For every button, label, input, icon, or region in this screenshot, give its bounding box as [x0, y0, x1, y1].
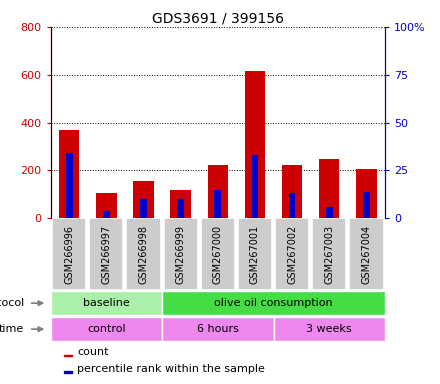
Bar [52, 218, 86, 290]
Bar [126, 218, 161, 290]
Bar [96, 192, 117, 218]
Bar [282, 164, 302, 218]
Bar [201, 218, 235, 290]
Bar [66, 153, 73, 218]
Text: GSM267000: GSM267000 [213, 225, 223, 284]
Bar [177, 199, 184, 218]
Bar [274, 318, 385, 341]
Text: GSM267001: GSM267001 [250, 225, 260, 284]
Text: baseline: baseline [83, 298, 130, 308]
Bar [133, 181, 154, 218]
Bar [164, 218, 198, 290]
Bar [252, 155, 258, 218]
Text: GSM267004: GSM267004 [361, 225, 371, 284]
Bar [319, 159, 340, 218]
Bar [289, 194, 295, 218]
Text: GSM267002: GSM267002 [287, 225, 297, 284]
Bar [349, 218, 384, 290]
Bar [162, 318, 274, 341]
Text: 6 hours: 6 hours [197, 324, 239, 334]
Text: control: control [87, 324, 126, 334]
Text: olive oil consumption: olive oil consumption [214, 298, 333, 308]
Text: GSM267003: GSM267003 [324, 225, 334, 284]
Text: count: count [77, 348, 109, 358]
Bar [89, 218, 124, 290]
Bar [170, 190, 191, 218]
Bar [59, 130, 79, 218]
Bar [245, 71, 265, 218]
Bar [238, 218, 272, 290]
Bar [51, 291, 162, 315]
Bar [64, 371, 72, 373]
Bar [326, 207, 333, 218]
Text: protocol: protocol [0, 298, 24, 308]
Bar [208, 164, 228, 218]
Bar [64, 354, 72, 356]
Bar [214, 190, 221, 218]
Text: 3 weeks: 3 weeks [306, 324, 352, 334]
Bar [103, 211, 110, 218]
Text: GSM266996: GSM266996 [64, 225, 74, 284]
Bar [356, 169, 377, 218]
Bar [162, 291, 385, 315]
Bar [363, 192, 370, 218]
Bar [140, 199, 147, 218]
Text: GSM266997: GSM266997 [101, 225, 111, 284]
Text: GSM266998: GSM266998 [139, 225, 148, 284]
Text: time: time [0, 324, 24, 334]
Bar [51, 318, 162, 341]
Text: GSM266999: GSM266999 [176, 225, 186, 284]
Title: GDS3691 / 399156: GDS3691 / 399156 [152, 12, 284, 26]
Bar [312, 218, 346, 290]
Text: percentile rank within the sample: percentile rank within the sample [77, 364, 265, 374]
Bar [275, 218, 309, 290]
